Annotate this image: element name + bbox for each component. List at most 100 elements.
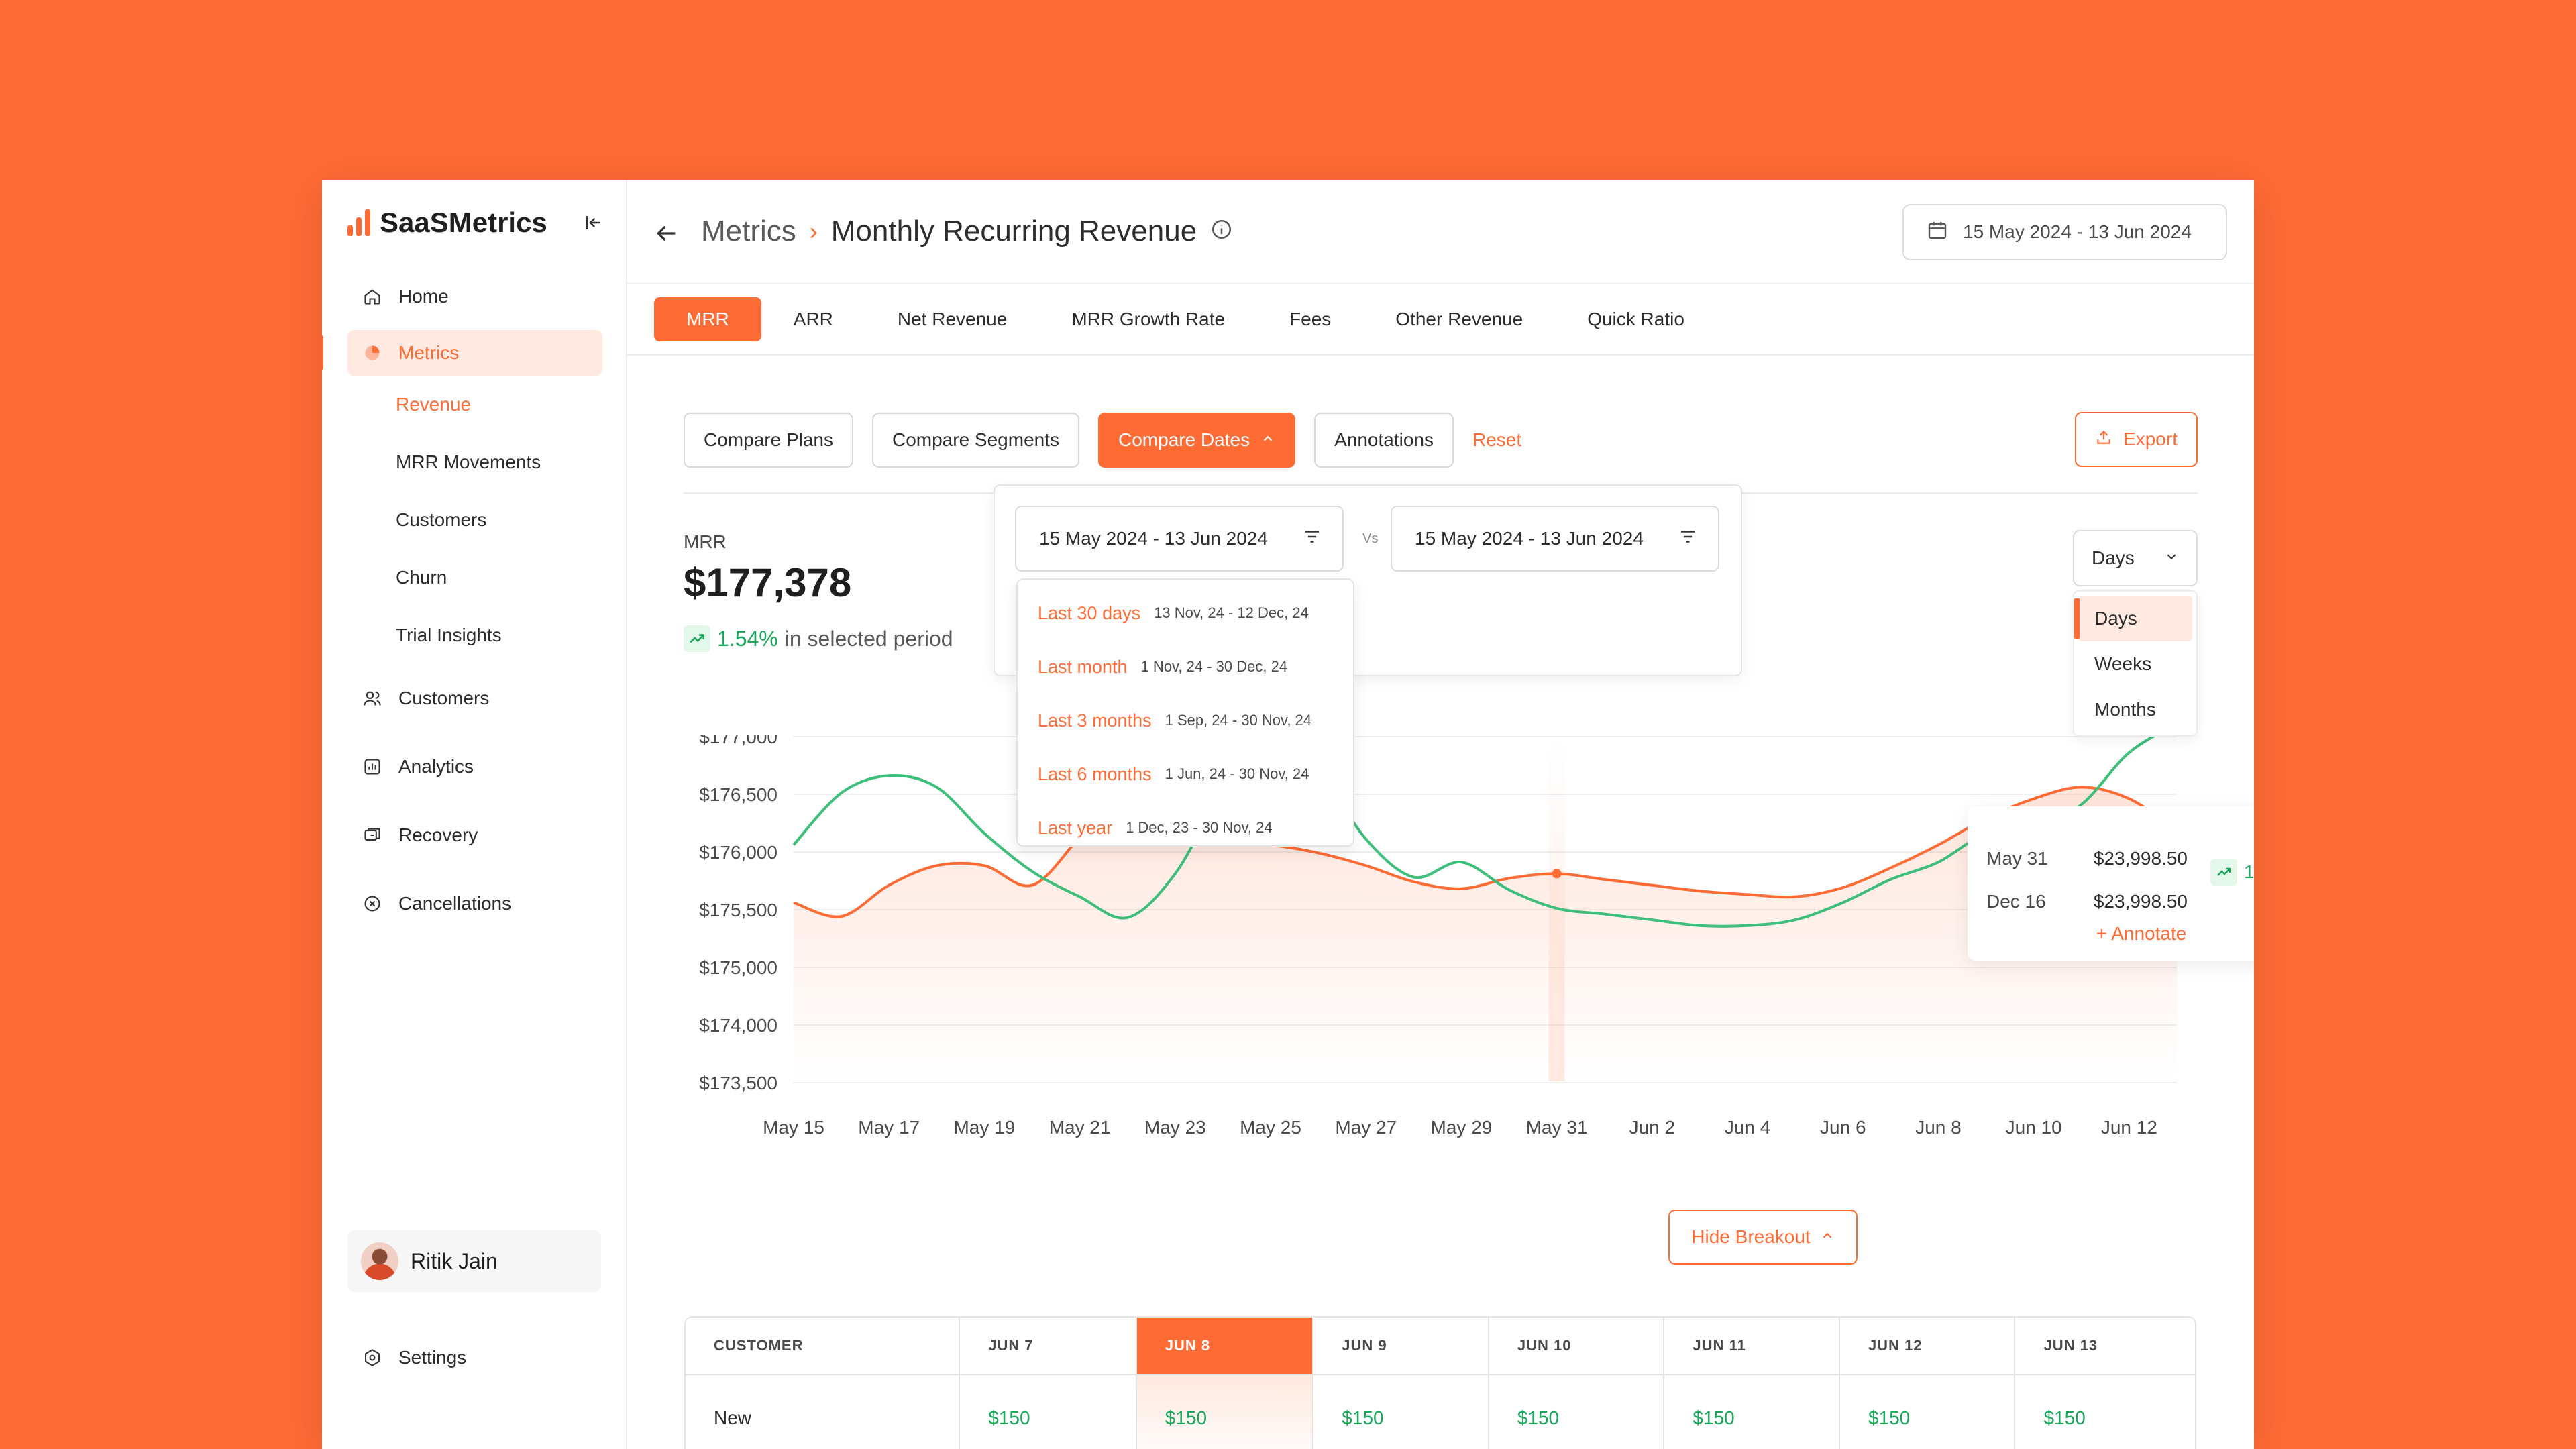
tab-mrr[interactable]: MRR <box>654 297 761 341</box>
preset-range: 1 Sep, 24 - 30 Nov, 24 <box>1165 712 1312 729</box>
preset-name: Last year <box>1038 817 1113 838</box>
table-cell: $150 <box>1840 1375 2016 1449</box>
tab-arr[interactable]: ARR <box>793 309 833 329</box>
sidebar-subitem-revenue[interactable]: Revenue <box>396 394 472 415</box>
tab-quick-ratio[interactable]: Quick Ratio <box>1587 309 1684 329</box>
kpi-change: 1.54% in selected period <box>684 625 953 652</box>
granularity-select[interactable]: Days <box>2073 530 2198 586</box>
breadcrumb-parent[interactable]: Metrics <box>701 215 796 248</box>
table-header-cell: CUSTOMER <box>686 1318 961 1374</box>
hide-breakout-button[interactable]: Hide Breakout <box>1668 1210 1858 1265</box>
sidebar-item-analytics[interactable]: Analytics <box>347 733 602 801</box>
tooltip-row: Dec 16 $23,998.50 <box>1986 891 2188 912</box>
x-tick-label: Jun 6 <box>1820 1117 1866 1138</box>
comparison-range-field[interactable]: 15 May 2024 - 13 Jun 2024 <box>1391 506 1719 572</box>
tab-other-revenue[interactable]: Other Revenue <box>1395 309 1523 329</box>
tab-net-revenue[interactable]: Net Revenue <box>897 309 1008 329</box>
chevron-up-icon <box>1260 429 1275 451</box>
info-icon[interactable] <box>1210 215 1233 248</box>
chart-toolbar: Compare Plans Compare Segments Compare D… <box>684 412 2198 468</box>
preset-last-3-months[interactable]: Last 3 months 1 Sep, 24 - 30 Nov, 24 <box>1018 694 1353 747</box>
tooltip-date: Dec 16 <box>1986 891 2046 912</box>
granularity-option-weeks[interactable]: Weeks <box>2094 653 2152 674</box>
reset-link[interactable]: Reset <box>1472 429 1522 450</box>
compare-dates-button[interactable]: Compare Dates <box>1098 413 1296 468</box>
x-tick-label: May 31 <box>1526 1117 1588 1138</box>
sidebar-item-metrics[interactable]: Metrics <box>322 330 602 376</box>
series-line-comparison[interactable] <box>792 735 2177 928</box>
preset-last-6-months[interactable]: Last 6 months 1 Jun, 24 - 30 Nov, 24 <box>1018 747 1353 801</box>
table-header-cell: JUN 7 <box>960 1318 1137 1374</box>
date-range-picker[interactable]: 15 May 2024 - 13 Jun 2024 <box>1902 204 2227 260</box>
x-tick-label: May 25 <box>1240 1117 1301 1138</box>
sidebar-subitem-customers[interactable]: Customers <box>396 509 487 530</box>
tab-mrr-growth-rate[interactable]: MRR Growth Rate <box>1071 309 1226 329</box>
table-row: New $150 $150 $150 $150 $150 $150 $150 <box>686 1375 2195 1449</box>
x-tick-label: Jun 4 <box>1725 1117 1771 1138</box>
table-cell: $150 <box>960 1375 1137 1449</box>
granularity-option-days[interactable]: Days <box>2074 596 2192 641</box>
primary-range-field[interactable]: 15 May 2024 - 13 Jun 2024 <box>1015 506 1344 572</box>
preset-last-month[interactable]: Last month 1 Nov, 24 - 30 Dec, 24 <box>1018 640 1353 694</box>
sidebar-subitem-churn[interactable]: Churn <box>396 567 447 588</box>
sidebar: SaaSMetrics Home Metrics Revenue MRR Mov… <box>322 180 627 1449</box>
sidebar-item-settings[interactable]: Settings <box>347 1335 602 1381</box>
gear-icon <box>361 1346 384 1369</box>
x-tick-label: Jun 10 <box>2006 1117 2062 1138</box>
table-header-row: CUSTOMER JUN 7 JUN 8 JUN 9 JUN 10 JUN 11… <box>686 1318 2195 1375</box>
primary-range-value: 15 May 2024 - 13 Jun 2024 <box>1039 528 1268 549</box>
sidebar-item-label: Settings <box>398 1347 467 1368</box>
x-tick-label: Jun 2 <box>1629 1117 1676 1138</box>
user-profile[interactable]: Ritik Jain <box>347 1230 601 1292</box>
series-area <box>794 780 2177 1081</box>
sidebar-item-cancellations[interactable]: Cancellations <box>347 869 602 938</box>
table-cell: $150 <box>2043 1407 2086 1428</box>
granularity-menu: Days Weeks Months <box>2073 590 2198 737</box>
pie-chart-icon <box>361 341 384 364</box>
annotate-button[interactable]: + Annotate <box>1968 923 2254 945</box>
compare-plans-button[interactable]: Compare Plans <box>684 413 853 468</box>
sidebar-subitem-mrr-movements[interactable]: MRR Movements <box>396 451 541 472</box>
main-content: Metrics › Monthly Recurring Revenue 15 M… <box>627 180 2254 1449</box>
brand[interactable]: SaaSMetrics <box>347 207 547 239</box>
preset-last-30-days[interactable]: Last 30 days 13 Nov, 24 - 12 Dec, 24 <box>1018 586 1353 640</box>
preset-name: Last 3 months <box>1038 710 1152 731</box>
back-arrow-icon[interactable] <box>653 220 680 250</box>
annotations-button[interactable]: Annotations <box>1314 413 1454 468</box>
tooltip-date: May 31 <box>1986 848 2048 869</box>
granularity-value: Days <box>2092 547 2135 568</box>
sidebar-item-label: Metrics <box>398 342 460 363</box>
upload-icon <box>2095 429 2112 451</box>
x-tick-label: May 27 <box>1335 1117 1397 1138</box>
mrr-line-chart[interactable]: May 15 May 17 May 19 May 21 May 23 May 25 May … <box>684 735 2220 1352</box>
tab-fees[interactable]: Fees <box>1289 309 1332 329</box>
table-cell: $150 <box>1313 1375 1489 1449</box>
home-icon <box>361 285 384 308</box>
cancel-circle-icon <box>361 892 384 915</box>
table-header-cell: JUN 10 <box>1489 1318 1665 1374</box>
app-window: SaaSMetrics Home Metrics Revenue MRR Mov… <box>322 180 2254 1449</box>
preset-range: 1 Dec, 23 - 30 Nov, 24 <box>1126 819 1273 836</box>
table-header-cell: JUN 11 <box>1664 1318 1840 1374</box>
export-button[interactable]: Export <box>2075 412 2198 467</box>
sidebar-nav: Home Metrics Revenue MRR Movements Custo… <box>322 274 602 938</box>
sidebar-item-home[interactable]: Home <box>347 274 602 319</box>
avatar <box>361 1242 398 1280</box>
chart-tooltip: May 31 $23,998.50 Dec 16 $23,998.50 1.54… <box>1968 806 2254 961</box>
preset-name: Last 6 months <box>1038 763 1152 784</box>
collapse-sidebar-icon[interactable] <box>580 209 607 236</box>
sidebar-subitem-trial-insights[interactable]: Trial Insights <box>396 625 502 645</box>
sidebar-settings: Settings <box>347 1335 602 1381</box>
preset-last-year[interactable]: Last year 1 Dec, 23 - 30 Nov, 24 <box>1018 801 1353 855</box>
breakout-table: CUSTOMER JUN 7 JUN 8 JUN 9 JUN 10 JUN 11… <box>684 1316 2196 1449</box>
table-header-cell: JUN 9 <box>1313 1318 1489 1374</box>
compare-segments-button[interactable]: Compare Segments <box>871 413 1079 468</box>
brand-logo-icon <box>347 209 370 236</box>
granularity-option-months[interactable]: Months <box>2094 699 2156 720</box>
date-preset-menu: Last 30 days 13 Nov, 24 - 12 Dec, 24 Last… <box>1016 578 1354 847</box>
series-line-primary[interactable] <box>793 779 2178 918</box>
y-tick-label: $173,500 <box>699 1073 777 1093</box>
filter-icon <box>1302 527 1322 551</box>
sidebar-item-customers[interactable]: Customers <box>347 664 602 733</box>
sidebar-item-recovery[interactable]: Recovery <box>347 801 602 869</box>
